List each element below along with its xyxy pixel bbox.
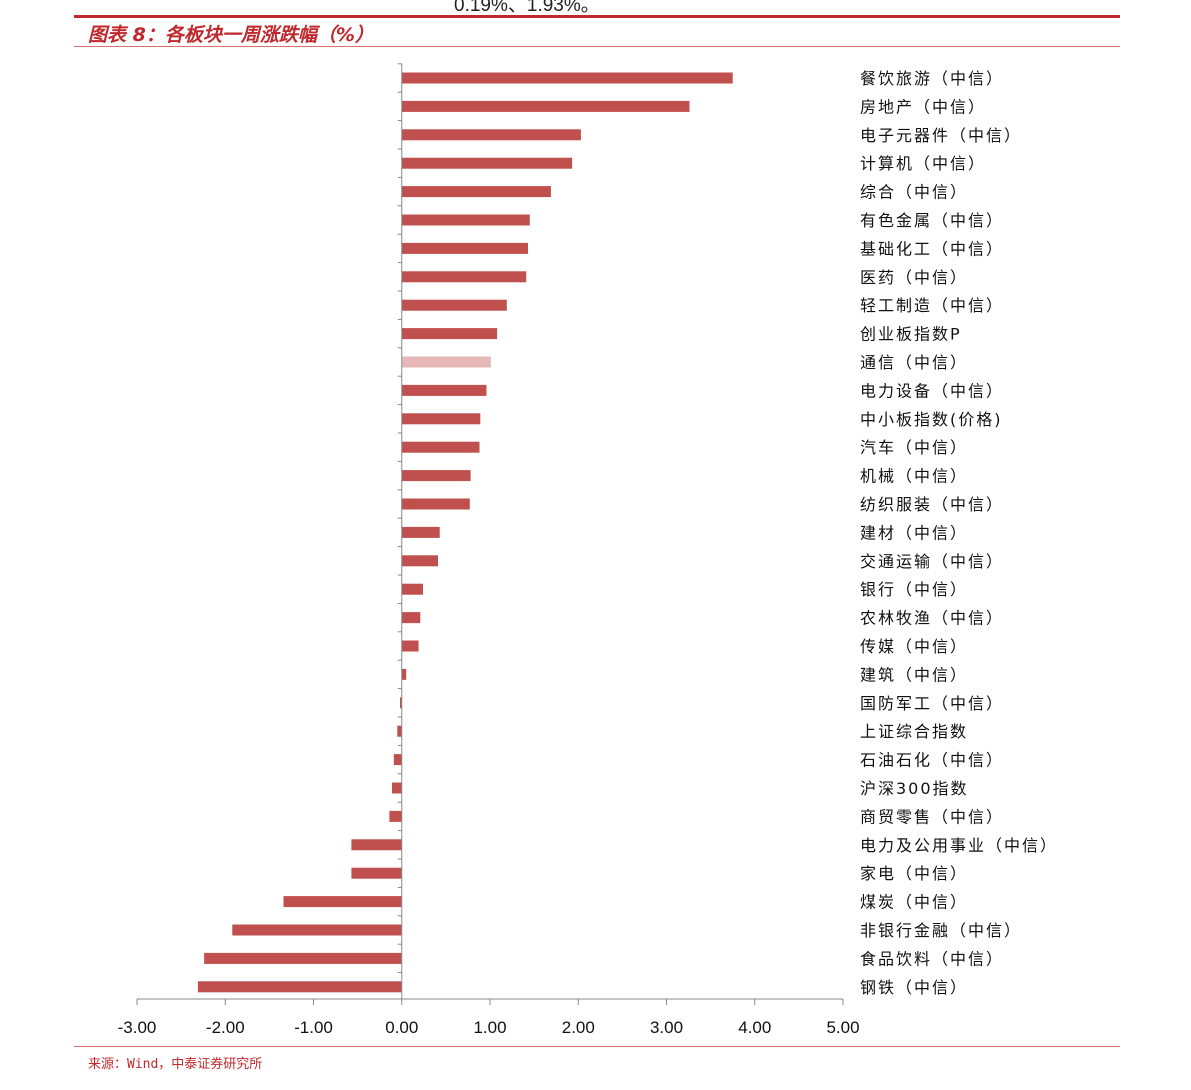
bar <box>401 384 487 396</box>
top-text-snippet: 0.19%、1.93%。 <box>454 0 600 16</box>
bar <box>401 100 690 112</box>
figure-title: 图表 8：各板块一周涨跌幅（%） <box>88 24 374 46</box>
category-label: 建材（中信） <box>860 523 968 542</box>
category-label: 基础化工（中信） <box>860 239 1004 258</box>
bar <box>197 981 402 993</box>
bar <box>397 725 402 737</box>
bar <box>351 867 402 879</box>
tick-label: 5.00 <box>826 1018 859 1037</box>
tick-label: 1.00 <box>473 1018 506 1037</box>
bar <box>401 526 440 538</box>
category-label: 建筑（中信） <box>860 665 968 684</box>
bar <box>401 72 733 84</box>
category-label: 电力设备（中信） <box>860 381 1004 400</box>
category-label: 沪深300指数 <box>860 779 969 798</box>
category-label: 农林牧渔（中信） <box>860 609 1004 628</box>
tick-label: -2.00 <box>206 1018 245 1037</box>
category-label: 中小板指数(价格) <box>860 410 1003 429</box>
category-label: 机械（中信） <box>860 467 968 486</box>
bar <box>401 612 421 624</box>
bar <box>204 952 402 964</box>
tick-label: 0.00 <box>385 1018 418 1037</box>
category-label: 煤炭（中信） <box>860 893 968 912</box>
bar <box>401 356 491 368</box>
bar <box>401 498 470 510</box>
bar <box>283 896 402 908</box>
category-label: 非银行金融（中信） <box>860 921 1022 940</box>
category-label: 传媒（中信） <box>860 637 968 656</box>
bar <box>401 214 530 226</box>
category-label: 石油石化（中信） <box>860 751 1004 770</box>
category-label: 食品饮料（中信） <box>860 949 1004 968</box>
bar <box>351 839 402 851</box>
bar <box>401 640 419 652</box>
bar <box>232 924 402 936</box>
category-label: 餐饮旅游（中信） <box>860 69 1004 88</box>
category-label: 计算机（中信） <box>860 154 986 173</box>
category-label: 上证综合指数 <box>860 722 968 741</box>
category-label: 创业板指数P <box>860 325 962 344</box>
category-label: 有色金属（中信） <box>860 211 1004 230</box>
category-label: 交通运输（中信） <box>860 552 1004 571</box>
title-divider <box>74 46 1120 47</box>
bar <box>401 470 471 482</box>
category-label: 电子元器件（中信） <box>860 126 1022 145</box>
bar <box>393 754 402 766</box>
category-label: 钢铁（中信） <box>860 978 968 997</box>
category-label: 综合（中信） <box>860 183 968 202</box>
category-label: 纺织服装（中信） <box>860 495 1004 514</box>
category-label: 轻工制造（中信） <box>860 296 1004 315</box>
bar <box>401 583 423 595</box>
category-label: 国防军工（中信） <box>860 694 1004 713</box>
category-label: 银行（中信） <box>860 580 968 599</box>
bar <box>401 555 438 567</box>
tick-label: 3.00 <box>650 1018 683 1037</box>
axes <box>136 63 844 1005</box>
bar-group <box>197 72 733 993</box>
bar <box>401 441 480 453</box>
bar <box>401 242 528 254</box>
bar <box>401 129 581 141</box>
category-label: 商贸零售（中信） <box>860 807 1004 826</box>
bar <box>401 271 527 283</box>
bar <box>401 299 507 311</box>
bar <box>401 668 407 680</box>
category-label: 汽车（中信） <box>860 438 968 457</box>
bar <box>392 782 402 794</box>
category-label: 电力及公用事业（中信） <box>860 836 1058 855</box>
tick-label: 2.00 <box>562 1018 595 1037</box>
category-label: 房地产（中信） <box>860 97 986 116</box>
category-label: 医药（中信） <box>860 268 968 287</box>
category-label: 家电（中信） <box>860 864 968 883</box>
header-rule <box>74 15 1120 18</box>
bar <box>401 328 498 340</box>
bar <box>401 186 551 198</box>
tick-label: 4.00 <box>738 1018 771 1037</box>
bar <box>400 697 402 709</box>
tick-labels: -3.00 -2.00 -1.00 0.00 1.00 2.00 3.00 4.00 5.00 <box>118 1018 860 1037</box>
category-label: 通信（中信） <box>860 353 968 372</box>
bar <box>401 413 481 425</box>
bar <box>389 810 402 822</box>
tick-label: -1.00 <box>294 1018 333 1037</box>
bar <box>401 157 573 169</box>
footer-divider <box>74 1046 1120 1047</box>
tick-label: -3.00 <box>118 1018 157 1037</box>
source-note: 来源：Wind，中泰证券研究所 <box>88 1057 263 1072</box>
category-labels: 餐饮旅游（中信） 房地产（中信） 电子元器件（中信） 计算机（中信） 综合（中信） 有色金… <box>860 69 1058 997</box>
